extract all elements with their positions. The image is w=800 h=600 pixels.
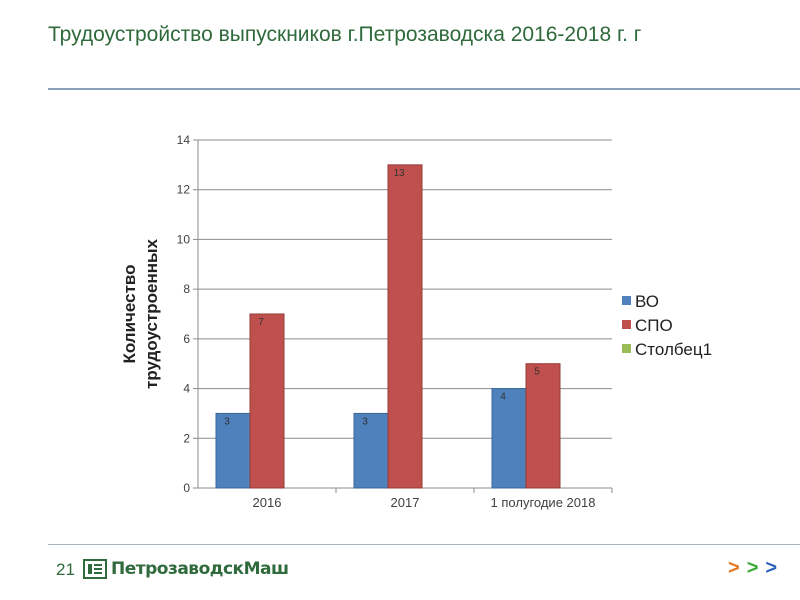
footer-divider xyxy=(48,544,800,545)
data-label-СПО-1 полугодие 2018: 5 xyxy=(534,367,540,378)
nav-arrow-1[interactable]: > xyxy=(728,557,740,579)
data-label-ВО-2016: 3 xyxy=(224,416,230,427)
y-axis-title-line-2: трудоустроенных xyxy=(142,238,161,389)
y-tick-label-2: 2 xyxy=(183,431,190,445)
data-label-СПО-2017: 13 xyxy=(393,168,405,179)
x-tick-label-1: 2017 xyxy=(391,495,420,510)
y-tick-label-0: 0 xyxy=(183,481,190,495)
data-label-ВО-2017: 3 xyxy=(362,416,368,427)
bar-ВО-1 полугодие 2018 xyxy=(491,388,527,489)
y-tick-label-10: 10 xyxy=(177,232,191,246)
data-label-ВО-1 полугодие 2018: 4 xyxy=(500,392,506,403)
title-divider xyxy=(48,88,800,90)
nav-arrow-2[interactable]: > xyxy=(746,557,759,579)
y-tick-label-12: 12 xyxy=(177,183,191,197)
legend-label-Столбец1: Столбец1 xyxy=(635,340,712,359)
bar-СПО-1 полугодие 2018 xyxy=(525,363,561,489)
nav-arrow-3[interactable]: > xyxy=(765,557,778,579)
logo-mark-icon xyxy=(83,559,107,579)
legend-swatch-ВО xyxy=(622,296,631,305)
legend-swatch-Столбец1 xyxy=(622,344,631,353)
bar-СПО-2017 xyxy=(387,164,423,489)
legend-label-СПО: СПО xyxy=(635,316,673,335)
y-tick-label-4: 4 xyxy=(183,382,190,396)
slide-navigation: > > > xyxy=(728,556,777,580)
company-logo: ПетрозаводскМаш xyxy=(83,558,289,580)
y-tick-label-14: 14 xyxy=(177,133,191,147)
page-number: 21 xyxy=(56,560,75,579)
x-tick-label-0: 2016 xyxy=(253,495,282,510)
y-axis-title-line-1: Количество xyxy=(120,264,139,363)
slide-title: Трудоустройство выпускников г.Петрозавод… xyxy=(48,23,642,46)
y-tick-label-8: 8 xyxy=(183,282,190,296)
bar-ВО-2017 xyxy=(353,412,389,489)
logo-text: ПетрозаводскМаш xyxy=(111,559,289,579)
bar-СПО-2016 xyxy=(249,313,285,489)
y-tick-label-6: 6 xyxy=(183,332,190,346)
bar-ВО-2016 xyxy=(215,412,251,489)
x-tick-label-2: 1 полугодие 2018 xyxy=(491,495,596,510)
y-axis-title: Количество трудоустроенных xyxy=(120,238,161,389)
legend-swatch-СПО xyxy=(622,320,631,329)
data-label-СПО-2016: 7 xyxy=(258,317,264,328)
legend-label-ВО: ВО xyxy=(635,292,659,311)
